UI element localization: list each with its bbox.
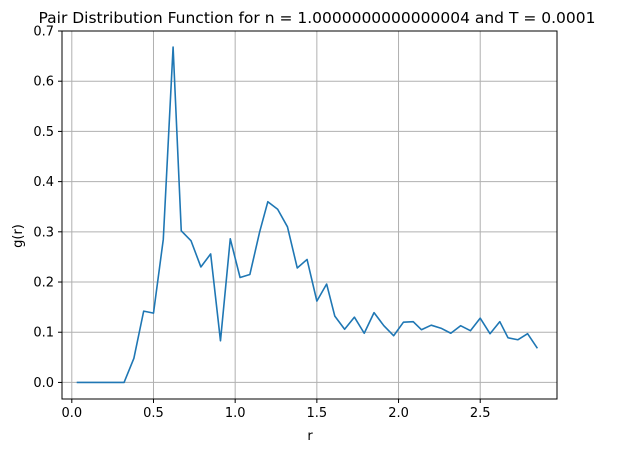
y-tick-label: 0.0	[33, 376, 54, 391]
y-axis-label: g(r)	[11, 224, 26, 248]
x-tick-label: 0.5	[143, 406, 164, 421]
x-tick-label: 0.0	[61, 406, 82, 421]
chart-title: Pair Distribution Function for n = 1.000…	[38, 9, 595, 27]
y-tick-label: 0.2	[33, 276, 54, 291]
axis-ticks: 0.0 0.5 1.0 1.5 2.0 2.5 0.0 0.1 0.2 0.3 0.4 0.5 0.6 0…	[33, 25, 490, 422]
x-tick-label: 1.5	[307, 406, 328, 421]
y-tick-label: 0.5	[33, 125, 54, 140]
y-tick-label: 0.4	[33, 175, 54, 190]
y-tick-label: 0.6	[33, 75, 54, 90]
x-tick-label: 1.0	[225, 406, 246, 421]
series-layer	[76, 46, 539, 384]
x-axis-label: r	[307, 429, 313, 444]
x-tick-label: 2.0	[388, 406, 409, 421]
y-tick-label: 0.7	[33, 25, 54, 40]
y-tick-label: 0.3	[33, 225, 54, 240]
plot-frame	[61, 30, 558, 400]
y-tick-label: 0.1	[33, 326, 54, 341]
x-tick-label: 2.5	[470, 406, 491, 421]
series-line	[76, 46, 539, 384]
